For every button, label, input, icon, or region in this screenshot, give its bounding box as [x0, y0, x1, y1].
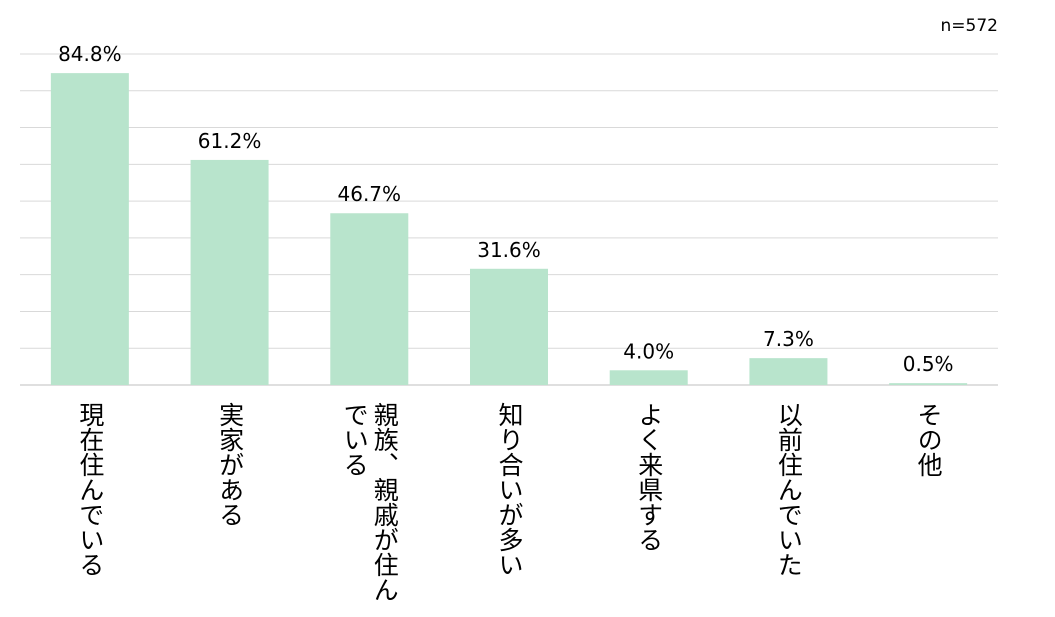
category-label: よく来県する: [634, 402, 664, 552]
bar: [889, 383, 968, 385]
bar: [190, 159, 269, 385]
data-label: 46.7%: [338, 182, 402, 206]
data-label: 84.8%: [58, 42, 122, 66]
category-label: 以前住んでいた: [774, 402, 804, 577]
bar: [50, 73, 129, 385]
data-label: 0.5%: [903, 352, 954, 376]
category-label: 親族、親戚が住んでいる: [340, 402, 400, 602]
bar: [609, 370, 688, 385]
data-label: 61.2%: [198, 129, 262, 153]
category-label: 知り合いが多い: [495, 402, 524, 577]
data-label: 4.0%: [623, 339, 674, 363]
data-label: 7.3%: [763, 327, 814, 351]
category-label: 現在住んでいる: [75, 402, 105, 577]
bar: [330, 213, 409, 385]
data-label: 31.6%: [477, 238, 541, 262]
bar: [749, 358, 828, 385]
sample-size-note: n=572: [940, 16, 998, 36]
category-label: 実家がある: [215, 402, 245, 527]
category-label: その他: [914, 402, 944, 477]
bar: [470, 268, 548, 385]
